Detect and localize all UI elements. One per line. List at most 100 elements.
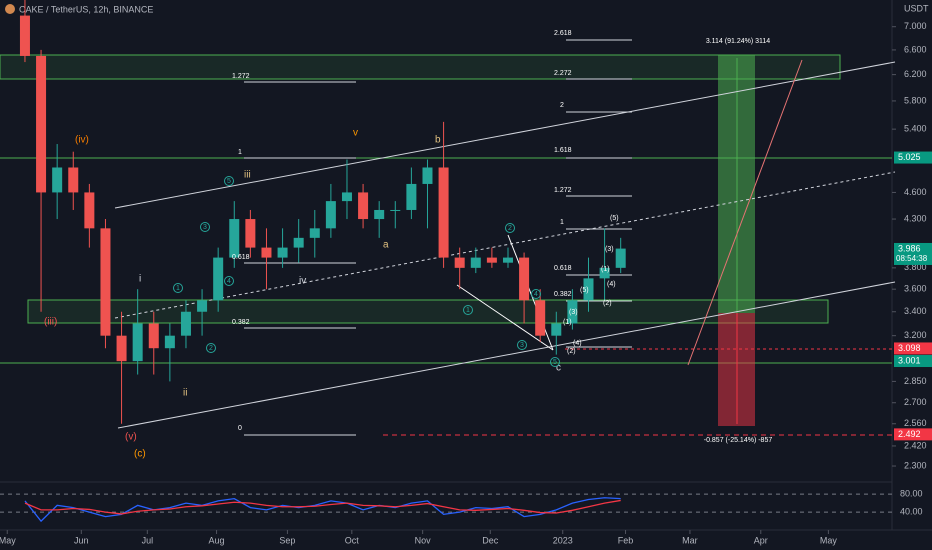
annotation: (3): [605, 246, 614, 253]
candle-body: [213, 257, 224, 301]
candle-body: [180, 311, 191, 336]
y-tick-label: 4.300: [904, 213, 927, 223]
wave-circle: [517, 340, 527, 350]
candle-body: [422, 167, 433, 184]
rsi-line: [24, 499, 621, 515]
zone: [27, 299, 829, 324]
trendline: [114, 171, 896, 319]
wave-circle: [463, 305, 473, 315]
candle-body: [358, 192, 369, 220]
x-tick-label: Jun: [74, 535, 89, 545]
annotation: -0.857 (-25.14%) -857: [704, 437, 773, 444]
candle-body: [148, 323, 159, 349]
price-tag-label: 3.001: [898, 355, 921, 365]
candle-body: [36, 55, 47, 193]
candle-body: [132, 323, 143, 362]
annotation: 5: [227, 178, 231, 185]
wave-circle: [224, 176, 234, 186]
candle-body: [567, 300, 578, 324]
rsi-tick-label: 80.00: [900, 489, 923, 499]
annotation: 4: [227, 278, 231, 285]
price-tag: [894, 242, 932, 265]
x-tick-label: Aug: [209, 535, 225, 545]
candle-body: [100, 228, 111, 336]
price-tag-label: 3.098: [898, 343, 921, 353]
candle-body: [261, 247, 272, 258]
annotation: 2: [508, 225, 512, 232]
x-tick-label: Sep: [279, 535, 295, 545]
candle-body: [615, 248, 626, 268]
x-tick-label: Jul: [142, 535, 154, 545]
annotation: ii: [183, 388, 187, 399]
x-tick-label: Mar: [682, 535, 698, 545]
zone: [0, 54, 841, 80]
annotation: (3): [569, 309, 578, 316]
y-tick-label: 3.400: [904, 306, 927, 316]
annotation: 1: [238, 149, 242, 156]
candle-body: [116, 335, 127, 362]
x-tick-label: Oct: [345, 535, 360, 545]
candle-body: [245, 219, 256, 248]
candle-body: [309, 228, 320, 238]
wave-circle: [531, 289, 541, 299]
y-tick-label: 3.600: [904, 284, 927, 294]
candle-body: [229, 219, 240, 258]
wave-circle: [505, 223, 515, 233]
y-tick-label: 7.000: [904, 21, 927, 31]
y-tick-label: 2.300: [904, 460, 927, 470]
rsi-tick-label: 40.00: [900, 506, 923, 516]
y-tick-label: 4.600: [904, 187, 927, 197]
annotation: (4): [607, 281, 616, 288]
annotation: 1.272: [554, 187, 572, 194]
annotation: (5): [610, 215, 619, 222]
annotation: 0.382: [554, 291, 572, 298]
trendline: [507, 234, 554, 351]
candle-body: [68, 167, 79, 193]
annotation: 3.114 (91.24%) 3114: [706, 38, 770, 45]
annotation: 2.272: [554, 70, 572, 77]
price-tag-label: 2.492: [898, 429, 921, 439]
candle-body: [374, 209, 385, 220]
trendline: [114, 61, 896, 209]
annotation: 0.382: [232, 319, 250, 326]
annotation: 1.272: [232, 73, 250, 80]
annotation: 0: [238, 425, 242, 432]
trendline: [456, 284, 554, 351]
candle-body: [535, 300, 546, 336]
candle-body: [486, 257, 497, 263]
price-tag-label: 5.025: [898, 152, 921, 162]
annotation: 5: [553, 359, 557, 366]
x-tick-label: Nov: [415, 535, 432, 545]
annotation: iv: [299, 276, 306, 287]
wave-circle: [550, 357, 560, 367]
y-tick-label: 3.200: [904, 330, 927, 340]
annotation: c: [556, 363, 561, 374]
annotation: 2: [560, 102, 564, 109]
annotation: a: [383, 240, 389, 251]
annotation: i: [139, 274, 141, 285]
y-tick-label: 6.200: [904, 69, 927, 79]
annotation: 1: [560, 219, 564, 226]
candle-body: [293, 237, 304, 248]
candle-body: [341, 192, 352, 202]
y-tick-label: 2.700: [904, 397, 927, 407]
annotation: 2.618: [554, 30, 572, 37]
y-tick-label: 2.420: [904, 440, 927, 450]
candle-body: [438, 167, 449, 258]
annotation: (1): [563, 319, 572, 326]
price-tag-label: 3.986: [898, 243, 921, 253]
y-tick-label: 3.800: [904, 262, 927, 272]
candle-body: [84, 192, 95, 229]
price-tag: [894, 355, 932, 368]
price-tag: [894, 151, 932, 164]
x-tick-label: Apr: [754, 535, 768, 545]
annotation: 1: [176, 285, 180, 292]
wave-circle: [224, 276, 234, 286]
chart-title: CAKE / TetherUS, 12h, BINANCE: [19, 4, 153, 14]
annotation: b: [435, 135, 441, 146]
wave-circle: [200, 222, 210, 232]
candle-body: [52, 167, 63, 193]
annotation: 1.618: [554, 147, 572, 154]
